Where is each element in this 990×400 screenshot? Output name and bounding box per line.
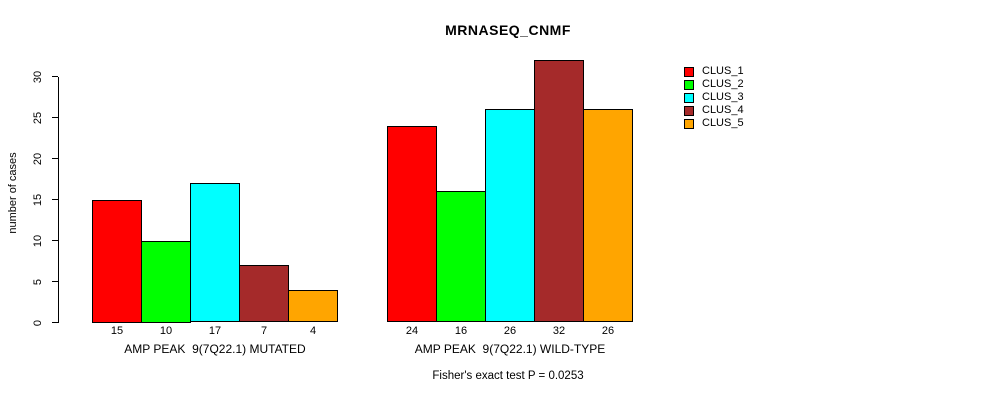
y-tick-label: 15 [32, 193, 44, 206]
bar-value-label: 32 [552, 325, 566, 337]
bar-clus_5 [288, 289, 338, 323]
legend-label: CLUS_3 [702, 91, 744, 103]
y-tick-label: 10 [32, 234, 44, 247]
y-axis-tick [52, 117, 58, 118]
bar-value-label: 10 [159, 325, 173, 337]
y-tick-label: 5 [32, 278, 44, 285]
legend-swatch [684, 118, 694, 129]
legend-swatch [684, 105, 694, 116]
bar-clus_5 [583, 109, 633, 323]
bar-value-label: 17 [208, 325, 222, 337]
y-axis-tick [52, 281, 58, 282]
y-tick-label: 0 [32, 319, 44, 326]
legend-swatch [684, 79, 694, 90]
y-axis-tick [52, 158, 58, 159]
bar-clus_2 [141, 240, 191, 323]
group-label: AMP PEAK 9(7Q22.1) MUTATED [124, 342, 306, 356]
bar-value-label: 4 [309, 325, 317, 337]
bar-clus_3 [485, 109, 535, 323]
legend: CLUS_1 CLUS_2 CLUS_3 CLUS_4 CLUS_5 [684, 65, 744, 130]
bar-clus_1 [387, 125, 437, 323]
legend-label: CLUS_4 [702, 104, 744, 116]
bar-clus_2 [436, 191, 486, 323]
y-tick-label: 20 [32, 152, 44, 165]
y-axis-tick [52, 240, 58, 241]
legend-item: CLUS_2 [684, 78, 744, 91]
legend-item: CLUS_5 [684, 117, 744, 130]
y-axis-tick [52, 322, 58, 323]
legend-swatch [684, 66, 694, 77]
bar-clus_4 [239, 265, 289, 323]
legend-item: CLUS_4 [684, 104, 744, 117]
bar-clus_1 [92, 199, 142, 323]
y-axis-tick [52, 76, 58, 77]
y-axis-tick [52, 199, 58, 200]
legend-item: CLUS_3 [684, 91, 744, 104]
bar-value-label: 26 [503, 325, 517, 337]
group-label: AMP PEAK 9(7Q22.1) WILD-TYPE [414, 342, 606, 356]
fisher-test-annotation: Fisher's exact test P = 0.0253 [432, 370, 584, 382]
bar-value-label: 15 [110, 325, 124, 337]
bar-clus_3 [190, 183, 240, 323]
legend-swatch [684, 92, 694, 103]
bar-value-label: 7 [260, 325, 268, 337]
bar-value-label: 26 [601, 325, 615, 337]
y-tick-label: 25 [32, 111, 44, 124]
bar-value-label: 24 [405, 325, 419, 337]
bar-value-label: 16 [454, 325, 468, 337]
bar-clus_4 [534, 60, 584, 323]
legend-label: CLUS_5 [702, 117, 744, 129]
y-tick-label: 30 [32, 70, 44, 83]
legend-label: CLUS_1 [702, 65, 744, 77]
y-axis-line [58, 76, 59, 323]
legend-label: CLUS_2 [702, 78, 744, 90]
chart-title: MRNASEQ_CNMF [445, 22, 571, 38]
y-axis-label: number of cases [7, 152, 19, 234]
legend-item: CLUS_1 [684, 65, 744, 78]
